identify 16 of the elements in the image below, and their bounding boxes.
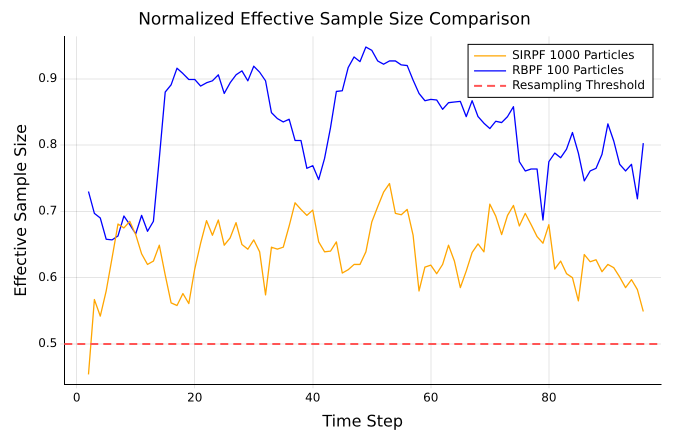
x-axis-title: Time Step bbox=[321, 412, 403, 431]
legend-label: Resampling Threshold bbox=[512, 78, 645, 92]
x-tick-label: 20 bbox=[187, 390, 202, 405]
x-tick-label: 60 bbox=[423, 390, 438, 405]
chart-title: Normalized Effective Sample Size Comparison bbox=[138, 10, 531, 30]
x-tick-label: 40 bbox=[305, 390, 320, 405]
y-tick-label: 0.9 bbox=[38, 70, 58, 85]
x-tick-label: 0 bbox=[72, 390, 80, 405]
y-tick-label: 0.5 bbox=[38, 336, 58, 350]
y-tick-label: 0.6 bbox=[38, 270, 58, 284]
legend-label: SIRPF 1000 Particles bbox=[512, 48, 634, 62]
legend-label: RBPF 100 Particles bbox=[512, 63, 624, 78]
y-tick-label: 0.7 bbox=[38, 204, 58, 218]
y-axis-title: Effective Sample Size bbox=[10, 124, 30, 297]
x-tick-label: 80 bbox=[541, 390, 556, 405]
y-tick-label: 0.8 bbox=[38, 137, 58, 152]
